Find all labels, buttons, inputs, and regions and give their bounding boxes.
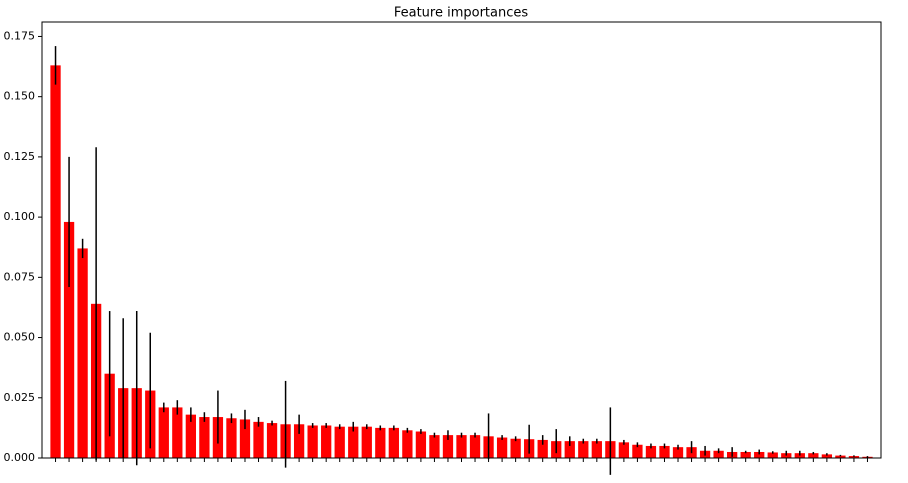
bar bbox=[321, 425, 332, 458]
bar bbox=[361, 426, 372, 458]
bar bbox=[564, 441, 575, 458]
bar bbox=[63, 221, 75, 458]
y-tick-label: 0.050 bbox=[4, 331, 36, 344]
bar bbox=[334, 426, 345, 458]
bar bbox=[442, 435, 454, 458]
bar bbox=[172, 407, 183, 458]
bar bbox=[429, 435, 440, 458]
bar bbox=[375, 427, 386, 458]
bar bbox=[185, 414, 196, 458]
plot-frame bbox=[41, 21, 882, 459]
bar bbox=[618, 442, 630, 458]
bar bbox=[415, 431, 427, 458]
bar bbox=[293, 424, 305, 458]
chart-title: Feature importances bbox=[394, 6, 529, 21]
bar bbox=[199, 417, 210, 458]
bar bbox=[226, 418, 237, 458]
bar bbox=[713, 450, 724, 458]
bar bbox=[77, 248, 88, 458]
bar bbox=[659, 445, 670, 458]
y-tick-label: 0.175 bbox=[4, 29, 36, 42]
bar bbox=[239, 419, 251, 458]
bar bbox=[591, 441, 602, 458]
y-tick-label: 0.000 bbox=[4, 451, 36, 464]
bar bbox=[767, 452, 778, 458]
bar bbox=[645, 445, 657, 458]
bar bbox=[50, 65, 61, 458]
bar bbox=[496, 437, 508, 458]
y-tick-label: 0.100 bbox=[4, 210, 36, 223]
bar bbox=[307, 425, 318, 458]
y-tick-label: 0.025 bbox=[4, 391, 36, 404]
bar bbox=[821, 454, 833, 458]
bar bbox=[808, 453, 819, 458]
bar bbox=[469, 435, 481, 458]
y-tick-label: 0.150 bbox=[4, 90, 36, 103]
y-tick-label: 0.125 bbox=[4, 150, 36, 163]
bar bbox=[632, 444, 643, 458]
bar bbox=[537, 439, 548, 458]
bar bbox=[754, 451, 765, 458]
bar bbox=[253, 421, 264, 458]
bar bbox=[578, 441, 589, 458]
bar bbox=[266, 423, 278, 458]
bar bbox=[348, 426, 359, 458]
y-tick-label: 0.075 bbox=[4, 270, 36, 283]
bar bbox=[835, 455, 846, 458]
bar bbox=[848, 456, 860, 458]
bar bbox=[402, 430, 413, 458]
bar bbox=[388, 427, 399, 458]
bar bbox=[456, 435, 467, 458]
bar bbox=[158, 407, 169, 458]
bar bbox=[740, 451, 751, 458]
bar bbox=[672, 447, 684, 458]
bar bbox=[510, 438, 521, 458]
